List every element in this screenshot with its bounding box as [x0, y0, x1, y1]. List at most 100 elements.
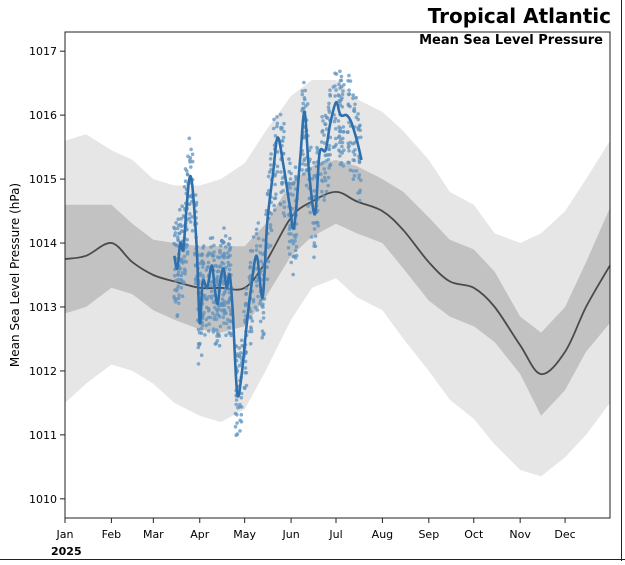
ensemble-point — [217, 343, 222, 348]
ensemble-point — [227, 325, 231, 330]
ensemble-point — [293, 239, 297, 243]
ensemble-point — [228, 263, 233, 267]
ensemble-point — [244, 286, 249, 291]
ensemble-point — [182, 259, 187, 263]
ensemble-point — [288, 186, 292, 190]
ensemble-point — [356, 112, 360, 116]
ensemble-point — [182, 185, 187, 189]
ensemble-point — [211, 330, 216, 334]
ensemble-point — [352, 108, 356, 113]
ensemble-point — [339, 78, 344, 83]
ensemble-point — [173, 299, 178, 304]
ensemble-point — [222, 291, 227, 295]
ensemble-point — [356, 117, 361, 122]
ensemble-point — [224, 333, 228, 338]
ensemble-point — [238, 351, 243, 355]
ensemble-point — [175, 313, 180, 317]
ensemble-point — [199, 331, 204, 336]
ensemble-point — [287, 227, 292, 232]
ensemble-point — [227, 267, 232, 272]
ensemble-point — [333, 144, 337, 149]
ensemble-point — [326, 175, 331, 180]
ensemble-point — [303, 97, 307, 102]
ensemble-point — [210, 236, 215, 240]
ensemble-point — [251, 235, 256, 239]
ensemble-point — [320, 115, 324, 119]
ensemble-point — [187, 202, 192, 206]
ensemble-point — [187, 216, 192, 221]
ensemble-point — [228, 236, 232, 241]
ensemble-point — [347, 88, 351, 92]
ensemble-point — [322, 198, 327, 202]
ensemble-point — [324, 189, 329, 194]
ensemble-point — [272, 208, 277, 212]
ensemble-point — [254, 232, 259, 236]
ensemble-point — [323, 122, 328, 127]
ensemble-point — [196, 362, 201, 366]
ensemble-point — [185, 237, 189, 242]
ensemble-point — [348, 168, 353, 172]
ensemble-point — [278, 112, 283, 117]
ensemble-point — [188, 220, 193, 224]
ensemble-point — [338, 129, 343, 134]
ensemble-point — [229, 331, 233, 336]
ensemble-point — [347, 92, 352, 96]
ensemble-point — [291, 193, 295, 197]
ensemble-point — [178, 222, 183, 227]
ensemble-point — [206, 329, 211, 333]
ensemble-point — [338, 69, 342, 74]
x-tick-label: Jul — [328, 528, 342, 541]
ensemble-point — [336, 119, 341, 123]
ensemble-point — [333, 116, 338, 121]
ensemble-point — [254, 227, 259, 232]
inner-percentile-band — [65, 159, 610, 416]
ensemble-point — [339, 74, 344, 79]
ensemble-point — [176, 270, 181, 274]
ensemble-point — [342, 130, 346, 134]
ensemble-point — [265, 265, 269, 270]
ensemble-point — [222, 321, 226, 325]
ensemble-point — [172, 296, 177, 301]
ensemble-point — [351, 158, 356, 162]
ensemble-point — [176, 235, 180, 239]
ensemble-point — [193, 193, 198, 197]
ensemble-point — [208, 315, 213, 320]
ensemble-point — [311, 221, 315, 225]
ensemble-point — [213, 263, 218, 268]
ensemble-point — [224, 321, 229, 326]
ensemble-point — [249, 316, 253, 320]
ensemble-point — [207, 308, 211, 313]
ensemble-point — [281, 188, 286, 193]
ensemble-point — [218, 265, 223, 269]
ensemble-point — [300, 89, 305, 93]
ensemble-point — [220, 260, 224, 265]
ensemble-point — [175, 286, 179, 291]
ensemble-point — [235, 421, 239, 425]
y-axis-label: Mean Sea Level Pressure (hPa) — [8, 183, 22, 367]
x-tick-label: Nov — [509, 528, 531, 541]
ensemble-point — [260, 336, 265, 340]
ensemble-point — [251, 300, 256, 304]
ensemble-point — [187, 136, 192, 141]
ensemble-point — [203, 333, 207, 337]
x-tick-label: Feb — [102, 528, 121, 541]
ensemble-point — [256, 294, 260, 299]
y-tick-label: 1016 — [29, 109, 57, 122]
ensemble-point — [188, 212, 192, 216]
ensemble-point — [225, 251, 230, 255]
ensemble-point — [239, 395, 244, 400]
ensemble-point — [215, 339, 220, 343]
ensemble-point — [333, 71, 337, 76]
ensemble-point — [226, 260, 230, 265]
ensemble-point — [275, 170, 280, 174]
ensemble-point — [255, 283, 259, 288]
ensemble-point — [282, 121, 286, 126]
ensemble-point — [287, 169, 292, 174]
ensemble-point — [178, 207, 182, 212]
ensemble-point — [261, 310, 266, 315]
ensemble-point — [258, 301, 262, 306]
ensemble-point — [261, 316, 266, 320]
ensemble-point — [319, 140, 324, 144]
ensemble-point — [200, 323, 205, 328]
